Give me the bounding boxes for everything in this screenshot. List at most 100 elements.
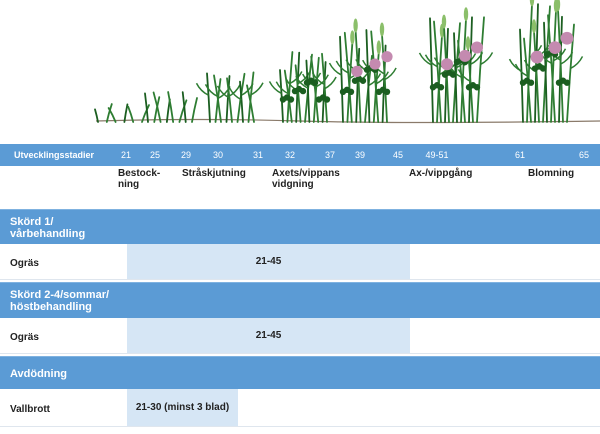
grass-blade <box>526 3 533 123</box>
grass-blade <box>339 35 344 123</box>
grass-head <box>441 14 447 29</box>
clover-flower <box>548 41 562 55</box>
grass-leaf <box>195 82 209 96</box>
clover-leaf <box>441 71 449 78</box>
grass-blade <box>279 69 284 123</box>
grass-leaf <box>311 72 325 86</box>
grass-head <box>379 22 385 37</box>
clover-leaf <box>359 77 367 84</box>
clover-leaf <box>287 96 295 103</box>
grass-blade <box>310 55 320 123</box>
grass-blade <box>152 91 162 123</box>
stage-number: 31 <box>252 150 264 160</box>
grass-blade <box>321 61 327 123</box>
row-label: Vallbrott <box>10 404 51 415</box>
phase-label-head-swelling: Axets/vippans vidgning <box>272 168 340 190</box>
grass-leaf <box>216 85 230 99</box>
treatment-row: Ogräs 21-45 <box>0 318 600 354</box>
stage-number: 30 <box>212 150 224 160</box>
stage-number: 39 <box>354 150 366 160</box>
grass-blade <box>123 103 129 123</box>
grass-blade <box>321 52 328 123</box>
clover-leaf <box>375 88 383 96</box>
grass-head <box>531 19 537 34</box>
clover-flower <box>381 51 393 63</box>
grass-blade <box>225 75 231 123</box>
clover-leaf <box>429 84 437 91</box>
grass-blade <box>453 32 458 123</box>
grass-blade <box>550 9 557 123</box>
grass-head <box>465 36 471 51</box>
grass-blade <box>312 56 320 123</box>
phase-label-flowering: Blomning <box>528 168 575 179</box>
row-label: Ogräs <box>10 258 39 269</box>
clover-leaf <box>527 79 535 86</box>
grass-blade <box>167 91 175 123</box>
grass-blade <box>107 107 117 123</box>
stage-number: 21 <box>120 150 132 160</box>
grass-blade <box>476 16 485 123</box>
clover-leaf <box>465 84 473 91</box>
grass-blade <box>519 28 524 123</box>
stage-number: 29 <box>180 150 192 160</box>
grass-blade <box>343 31 353 123</box>
grass-blade <box>246 84 255 123</box>
phase-label-heading: Ax-/vippgång <box>409 168 473 179</box>
phase-label-tillering: Bestock- ning <box>118 168 161 190</box>
grass-leaf <box>250 82 264 96</box>
grass-blade <box>355 47 361 123</box>
clover-flower <box>471 41 483 54</box>
clover-flower <box>530 50 544 64</box>
clover-leaf <box>299 87 307 95</box>
clover-leaf <box>383 88 391 96</box>
clover-flower <box>441 58 453 71</box>
grass-blade <box>370 30 380 123</box>
stage-number: 37 <box>324 150 336 160</box>
grass-blade <box>557 8 564 123</box>
stage-number: 25 <box>149 150 161 160</box>
clover-leaf <box>449 71 457 78</box>
grass-leaf <box>383 67 397 81</box>
grass-blade <box>206 72 211 123</box>
grass-blade <box>141 104 150 123</box>
treatment-row: Ogräs 21-45 <box>0 244 600 280</box>
section-header-termination: Avdödning <box>0 356 600 389</box>
grass-head <box>353 18 358 33</box>
treatment-window-bar: 21-45 <box>127 244 410 279</box>
clover-leaf <box>563 79 571 86</box>
grass-blade <box>547 14 556 123</box>
grass-blade <box>294 64 302 123</box>
grass-leaf <box>424 54 438 68</box>
grass-leaf <box>457 69 471 83</box>
development-stage-bar: Utvecklingsstadier 21 25 29 30 31 32 37 … <box>0 144 600 166</box>
grass-leaf <box>570 56 584 70</box>
grass-blade <box>286 51 294 123</box>
grass-leaf <box>228 87 242 101</box>
grass-blade <box>566 23 575 123</box>
clover-leaf <box>453 58 461 66</box>
grass-leaf <box>514 63 528 77</box>
stage-number: 61 <box>514 150 526 160</box>
clover-flower <box>459 49 471 62</box>
grass-blade <box>105 103 113 123</box>
grass-blade <box>305 59 311 123</box>
clover-leaf <box>347 88 355 96</box>
grass-blade <box>433 20 442 123</box>
stage-bar-title: Utvecklingsstadier <box>14 150 95 160</box>
stage-number: 45 <box>392 150 404 160</box>
section-header-harvest-1: Skörd 1/ vårbehandling <box>0 209 600 244</box>
stage-number: 49-51 <box>425 150 449 160</box>
grass-blade <box>127 105 135 123</box>
clover-leaf <box>279 96 287 103</box>
grass-blade <box>460 18 467 123</box>
clover-leaf <box>555 79 563 86</box>
grass-blade <box>181 91 187 123</box>
grass-blade <box>381 33 388 123</box>
treatment-window-bar: 21-45 <box>127 318 410 353</box>
grass-leaf <box>268 81 282 95</box>
grass-head <box>555 0 561 12</box>
clover-flower <box>369 58 381 70</box>
clover-leaf <box>363 66 371 73</box>
clover-leaf <box>473 84 481 91</box>
grass-blade <box>178 99 188 123</box>
